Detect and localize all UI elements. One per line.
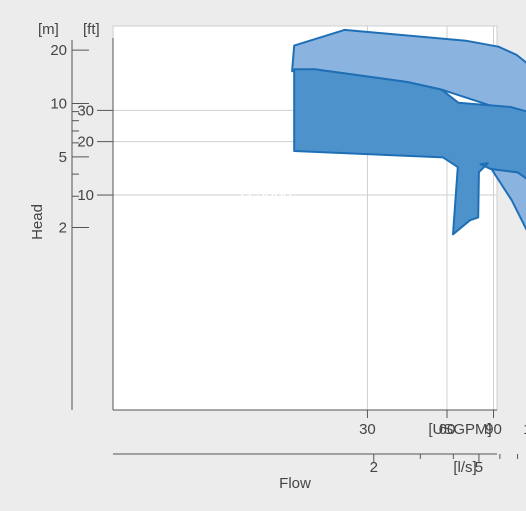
x-axis-title: Flow — [279, 475, 311, 492]
x-tick-label-lps: 2 — [370, 459, 378, 476]
x-unit-label-usgpm: [USGPM] — [428, 421, 491, 438]
x-tick-label-usgpm: 90 — [485, 421, 502, 438]
x-unit-label-lps: [l/s] — [453, 459, 476, 476]
series-area-d-3068 — [293, 68, 526, 236]
y-tick-label-m: 5 — [59, 149, 67, 166]
x-tick-label-usgpm: 60 — [439, 421, 456, 438]
x-tick-label-usgpm: 130 — [523, 421, 526, 438]
series-label-c-3068: C 3068 — [240, 96, 292, 113]
y-unit-label-ft: [ft] — [83, 21, 100, 38]
y-tick-label-ft: 20 — [77, 134, 94, 151]
series-label-d-3068: D 3068 — [240, 185, 292, 202]
y-tick-label-ft: 30 — [77, 102, 94, 119]
y-tick-label-ft: 10 — [77, 187, 94, 204]
y-tick-label-m: 10 — [50, 96, 67, 113]
x-tick-label-lps: 5 — [475, 459, 483, 476]
y-tick-label-m: 20 — [50, 42, 67, 59]
y-unit-label-m: [m] — [38, 21, 59, 38]
x-tick-label-usgpm: 30 — [359, 421, 376, 438]
y-axis-title: Head — [29, 204, 46, 240]
y-tick-label-m: 2 — [59, 219, 67, 236]
